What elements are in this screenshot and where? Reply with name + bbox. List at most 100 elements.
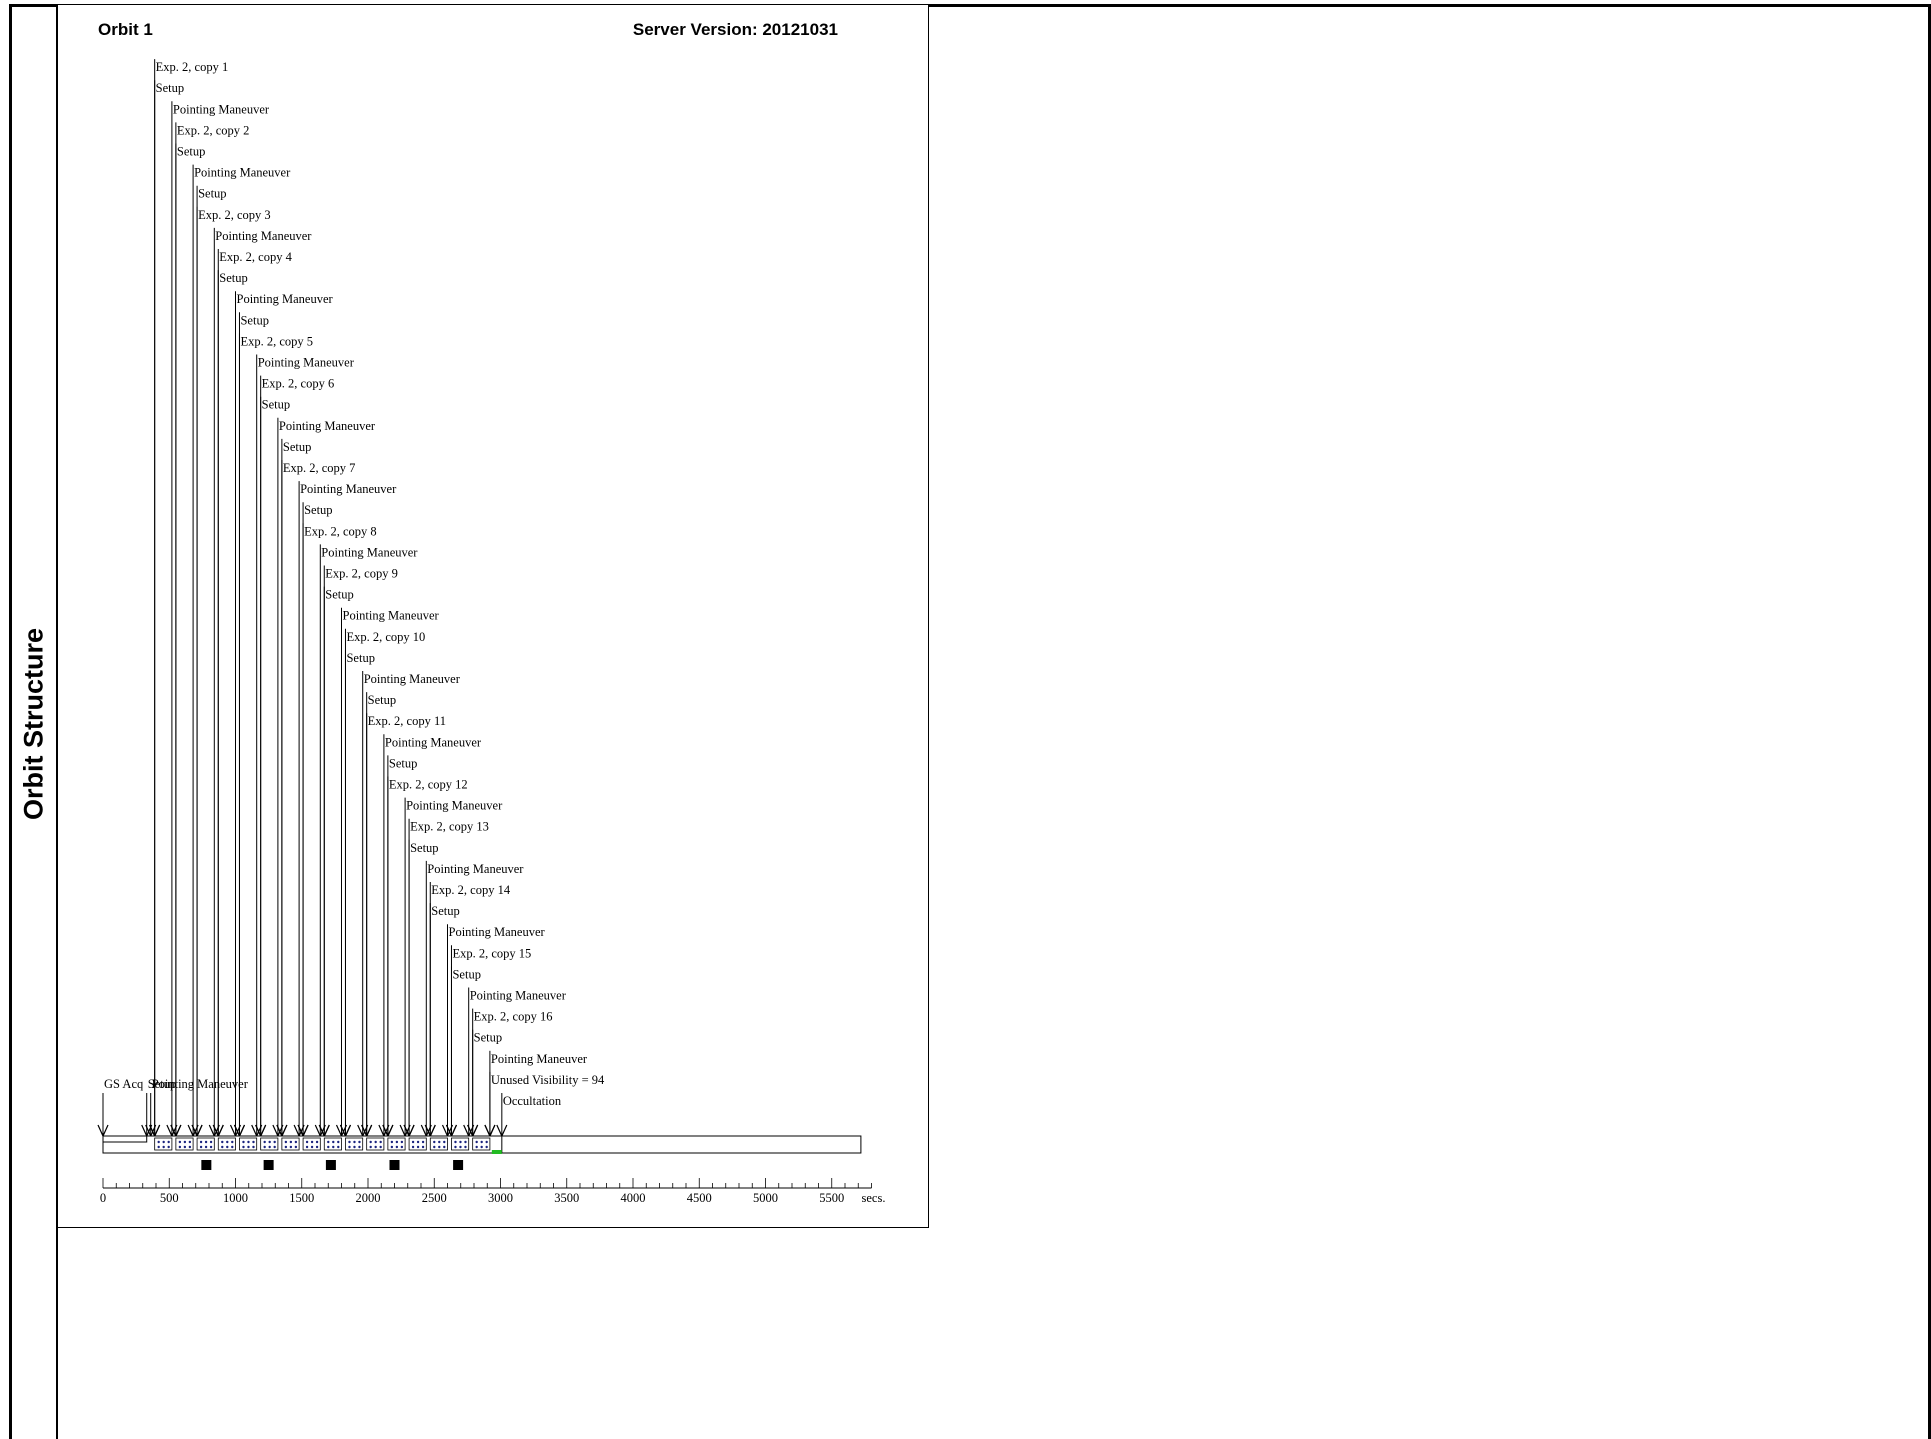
exposure-block (429, 1137, 448, 1151)
event-label: Exp. 2, copy 3 (198, 208, 271, 222)
tick-label: 500 (160, 1191, 179, 1205)
exposure-dot (433, 1140, 436, 1144)
event-label: Pointing Maneuver (427, 862, 524, 876)
exposure-dot (379, 1140, 382, 1144)
exposure-dot (252, 1140, 255, 1144)
event-label: Pointing Maneuver (215, 229, 312, 243)
exposure-dot (337, 1140, 340, 1144)
exposure-dot (209, 1140, 213, 1144)
event-label: Exp. 2, copy 12 (389, 778, 468, 792)
exposure-dot (411, 1145, 415, 1149)
event-label: Pointing Maneuver (173, 102, 270, 116)
exposure-dot (268, 1145, 271, 1149)
event-label: Exp. 2, copy 14 (431, 883, 511, 897)
exposure-dot (348, 1140, 351, 1144)
exposure-dot (178, 1140, 182, 1144)
event-label: Setup (452, 967, 480, 981)
exposure-block (302, 1137, 321, 1151)
exposure-dot (188, 1145, 192, 1149)
event-label: Exp. 2, copy 9 (325, 567, 398, 581)
exposure-dot (263, 1145, 266, 1149)
exposure-dot (178, 1145, 182, 1149)
exposure-dot (374, 1140, 377, 1144)
exposure-dot (263, 1140, 266, 1144)
event-label: Pointing Maneuver (406, 799, 503, 813)
exposure-dot (332, 1145, 335, 1149)
exposure-dot (400, 1140, 404, 1144)
exposure-dot (167, 1145, 170, 1149)
exposure-dot (167, 1140, 170, 1144)
event-label: Exp. 2, copy 15 (452, 946, 531, 960)
exposure-dot (226, 1145, 229, 1149)
side-label-column (12, 7, 58, 1439)
exposure-dot (421, 1140, 425, 1144)
event-label: Setup (177, 145, 205, 159)
event-label: Exp. 2, copy 6 (262, 377, 335, 391)
event-label: Pointing Maneuver (258, 356, 355, 370)
event-label: Exp. 2, copy 2 (177, 123, 250, 137)
unused-visibility-segment (491, 1150, 502, 1154)
exposure-dot (480, 1140, 483, 1144)
event-label: Setup (325, 588, 353, 602)
tick-label: 3500 (554, 1191, 579, 1205)
event-label: Pointing Maneuver (449, 925, 546, 939)
event-label: Exp. 2, copy 10 (346, 630, 425, 644)
exposure-dot (475, 1145, 478, 1149)
exposure-dot (395, 1140, 399, 1144)
tick-label: 5000 (753, 1191, 778, 1205)
orbit-title: Orbit 1 (98, 20, 153, 39)
exposure-block (196, 1137, 215, 1151)
tick-label: 5500 (819, 1191, 844, 1205)
event-label: Setup (219, 271, 247, 285)
exposure-dot (221, 1145, 224, 1149)
exposure-dot (199, 1140, 203, 1144)
marker (389, 1160, 400, 1170)
exposure-dot (157, 1140, 160, 1144)
exposure-dot (438, 1140, 441, 1144)
exposure-dot (443, 1145, 446, 1149)
exposure-dot (199, 1145, 203, 1149)
event-label: Pointing Maneuver (152, 1077, 249, 1091)
exposure-dot (284, 1145, 288, 1149)
exposure-dot (226, 1140, 229, 1144)
time-axis: 0 500 1000 1500 2000 2500 3000 3500 4000 4500 5000… (100, 1178, 886, 1205)
exposure-dot (305, 1140, 309, 1144)
exposure-dot (284, 1140, 288, 1144)
event-label: Pointing Maneuver (300, 482, 397, 496)
unit-label: secs. (862, 1191, 886, 1205)
orbit-panel: Orbit 1 Server Version: 20121031 Exp. 2,… (58, 4, 929, 1228)
event-label: Setup (431, 904, 459, 918)
event-label: Setup (368, 693, 396, 707)
event-label: Occultation (503, 1094, 562, 1108)
tick-label: 3000 (488, 1191, 513, 1205)
exposure-dot (464, 1145, 467, 1149)
event-label: Pointing Maneuver (470, 989, 567, 1003)
event-label: Exp. 2, copy 8 (304, 524, 377, 538)
orbit-bar (102, 1135, 862, 1170)
exposure-dot (459, 1140, 462, 1144)
exposure-dot (475, 1140, 478, 1144)
exposure-dot (204, 1140, 208, 1144)
marker (201, 1160, 212, 1170)
event-label: Pointing Maneuver (491, 1052, 588, 1066)
exposure-block (472, 1137, 491, 1151)
event-label: Setup (148, 1077, 176, 1091)
exposure-dot (379, 1145, 382, 1149)
tick-label: 1500 (289, 1191, 314, 1205)
exposure-dot (231, 1145, 234, 1149)
exposure-dot (162, 1145, 165, 1149)
event-label: Exp. 2, copy 1 (156, 60, 229, 74)
event-label: Pointing Maneuver (194, 166, 291, 180)
exposure-dot (433, 1145, 436, 1149)
exposure-block (451, 1137, 470, 1151)
event-label: Setup (346, 651, 374, 665)
exposure-block (387, 1137, 406, 1151)
event-label: Unused Visibility = 94 (491, 1073, 605, 1087)
exposure-dot (252, 1145, 255, 1149)
exposure-block (217, 1137, 236, 1151)
exposure-dot (358, 1145, 361, 1149)
exposure-dot (315, 1140, 319, 1144)
exposure-dot (395, 1145, 399, 1149)
event-label: Setup (156, 81, 184, 95)
event-label: Exp. 2, copy 16 (474, 1010, 553, 1024)
